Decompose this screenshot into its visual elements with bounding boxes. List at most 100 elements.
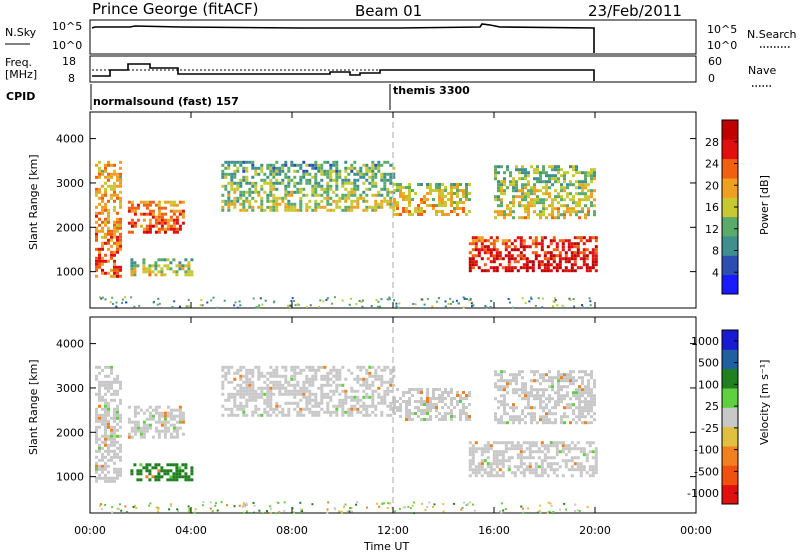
echo-cell — [230, 178, 234, 182]
echo-cell — [540, 471, 544, 475]
echo-cell — [110, 256, 113, 260]
echo-cell — [381, 501, 384, 504]
echo-cell — [111, 506, 114, 509]
echo-cell — [275, 187, 279, 191]
echo-cell — [522, 257, 526, 261]
echo-cell — [284, 190, 288, 194]
echo-cell — [462, 201, 465, 204]
echo-cell — [494, 210, 497, 214]
echo-cell — [284, 413, 288, 417]
echo-cell — [284, 172, 288, 176]
echo-cell — [254, 181, 258, 185]
echo-cell — [551, 421, 554, 425]
echo-cell — [420, 418, 423, 421]
echo-cell — [175, 426, 179, 430]
echo-cell — [533, 171, 536, 175]
echo-cell — [483, 251, 487, 255]
echo-cell — [308, 172, 312, 176]
echo-cell — [540, 239, 544, 243]
echo-cell — [557, 376, 560, 380]
echo-cell — [587, 373, 590, 377]
echo-cell — [500, 183, 503, 187]
echo-cell — [447, 412, 450, 415]
echo-cell — [299, 413, 303, 417]
echo-cell — [311, 163, 315, 167]
echo-cell — [383, 365, 387, 369]
echo-cell — [561, 242, 565, 246]
echo-cell — [483, 468, 487, 472]
echo-cell — [564, 465, 568, 469]
echo-cell — [236, 184, 240, 188]
echo-cell — [587, 385, 590, 389]
echo-cell — [242, 175, 246, 179]
echo-cell — [184, 270, 188, 274]
echo-cell — [169, 209, 173, 213]
echo-cell — [239, 178, 243, 182]
echo-cell — [332, 190, 336, 194]
echo-cell — [393, 201, 396, 204]
nave-tick-bottom: 0 — [708, 72, 715, 85]
echo-cell — [465, 415, 468, 418]
echo-cell — [533, 204, 536, 208]
echo-cell — [570, 441, 574, 445]
x-tick-label: 00:00 — [74, 524, 106, 537]
echo-cell — [341, 404, 345, 408]
echo-cell — [107, 208, 110, 212]
echo-cell — [119, 446, 122, 450]
echo-cell — [302, 386, 306, 390]
echo-cell — [507, 254, 511, 258]
echo-cell — [178, 420, 182, 424]
echo-cell — [272, 371, 276, 375]
echo-cell — [525, 456, 529, 460]
echo-cell — [317, 202, 321, 206]
echo-cell — [254, 365, 258, 369]
echo-cell — [486, 450, 490, 454]
echo-cell — [420, 207, 423, 210]
echo-cell — [142, 227, 146, 231]
echo-cell — [393, 198, 396, 201]
echo-cell — [516, 236, 520, 240]
echo-cell — [548, 177, 551, 181]
echo-cell — [585, 459, 589, 463]
echo-cell — [104, 461, 107, 465]
echo-cell — [151, 417, 155, 421]
echo-cell — [534, 257, 538, 261]
echo-cell — [533, 388, 536, 392]
echo-cell — [569, 299, 572, 301]
echo-cell — [393, 403, 396, 406]
echo-cell — [392, 374, 396, 378]
echo-cell — [119, 401, 122, 405]
echo-cell — [172, 227, 176, 231]
echo-cell — [566, 385, 569, 389]
echo-cell — [104, 449, 107, 453]
echo-cell — [187, 478, 191, 482]
echo-cell — [299, 202, 303, 206]
echo-cell — [498, 263, 502, 267]
echo-cell — [393, 204, 396, 207]
echo-cell — [399, 213, 402, 216]
echo-cell — [329, 175, 333, 179]
echo-cell — [383, 401, 387, 405]
echo-cell — [221, 172, 225, 176]
echo-cell — [269, 163, 273, 167]
echo-cell — [563, 379, 566, 383]
echo-cell — [172, 475, 176, 479]
echo-cell — [408, 409, 411, 412]
echo-cell — [432, 207, 435, 210]
echo-cell — [539, 511, 542, 514]
echo-cell — [242, 365, 246, 369]
echo-cell — [116, 244, 119, 248]
echo-cell — [290, 208, 294, 212]
echo-cell — [95, 187, 98, 191]
echo-cell — [513, 471, 517, 475]
echo-cell — [148, 411, 152, 415]
echo-cell — [104, 422, 107, 426]
echo-cell — [242, 502, 245, 505]
echo-cell — [509, 406, 512, 410]
echo-cell — [154, 466, 158, 470]
echo-cell — [230, 410, 234, 414]
echo-cell — [145, 224, 149, 228]
echo-cell — [569, 379, 572, 383]
echo-cell — [299, 205, 303, 209]
echo-cell — [356, 380, 360, 384]
